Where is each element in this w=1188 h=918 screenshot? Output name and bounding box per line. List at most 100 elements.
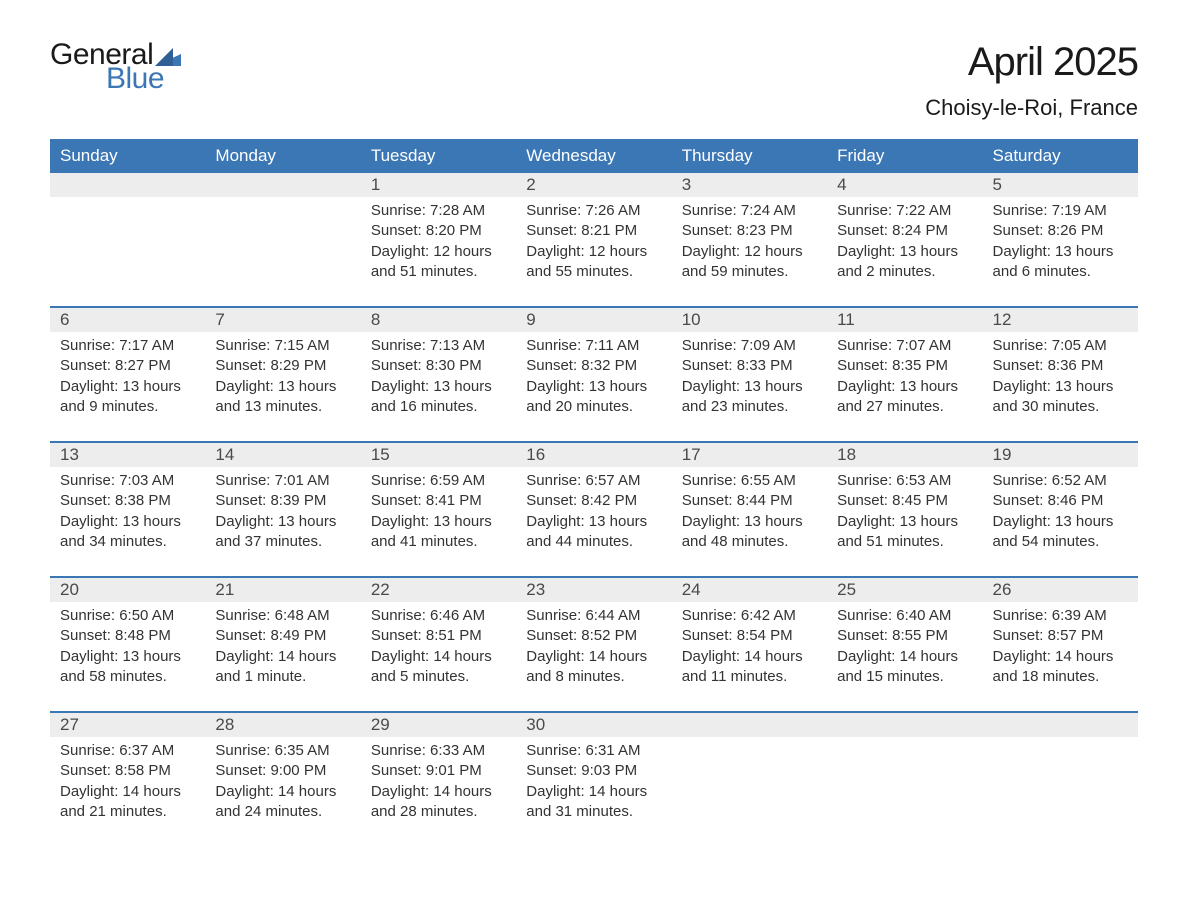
- day-number: 10: [672, 308, 827, 332]
- header: General Blue April 2025 Choisy-le-Roi, F…: [50, 40, 1138, 121]
- daylight-text: Daylight: 13 hours and 16 minutes.: [371, 377, 506, 418]
- day-number: 27: [50, 713, 205, 737]
- sunset-text: Sunset: 8:44 PM: [682, 491, 817, 511]
- sunset-text: Sunset: 8:29 PM: [215, 356, 350, 376]
- day-number: 28: [205, 713, 360, 737]
- daylight-text: Daylight: 14 hours and 5 minutes.: [371, 647, 506, 688]
- logo-text-blue: Blue: [106, 64, 181, 94]
- dow-friday: Friday: [827, 139, 982, 173]
- day-number: 14: [205, 443, 360, 467]
- sunset-text: Sunset: 8:46 PM: [993, 491, 1128, 511]
- daylight-text: Daylight: 14 hours and 28 minutes.: [371, 782, 506, 823]
- day-number: 8: [361, 308, 516, 332]
- day-cell: Sunrise: 7:15 AMSunset: 8:29 PMDaylight:…: [205, 332, 360, 427]
- daylight-text: Daylight: 13 hours and 58 minutes.: [60, 647, 195, 688]
- sunrise-text: Sunrise: 6:48 AM: [215, 606, 350, 626]
- sunset-text: Sunset: 8:52 PM: [526, 626, 661, 646]
- day-cell: Sunrise: 6:42 AMSunset: 8:54 PMDaylight:…: [672, 602, 827, 697]
- day-cell: Sunrise: 7:05 AMSunset: 8:36 PMDaylight:…: [983, 332, 1138, 427]
- sunset-text: Sunset: 8:24 PM: [837, 221, 972, 241]
- day-number: 3: [672, 173, 827, 197]
- day-number: 7: [205, 308, 360, 332]
- day-cell: Sunrise: 7:26 AMSunset: 8:21 PMDaylight:…: [516, 197, 671, 292]
- sunset-text: Sunset: 8:20 PM: [371, 221, 506, 241]
- sunrise-text: Sunrise: 6:53 AM: [837, 471, 972, 491]
- calendar-week: 27282930Sunrise: 6:37 AMSunset: 8:58 PMD…: [50, 711, 1138, 832]
- logo: General Blue: [50, 40, 181, 94]
- dow-wednesday: Wednesday: [516, 139, 671, 173]
- daylight-text: Daylight: 14 hours and 18 minutes.: [993, 647, 1128, 688]
- daylight-text: Daylight: 13 hours and 37 minutes.: [215, 512, 350, 553]
- dow-monday: Monday: [205, 139, 360, 173]
- day-number: 9: [516, 308, 671, 332]
- day-number: 4: [827, 173, 982, 197]
- calendar-week: 13141516171819Sunrise: 7:03 AMSunset: 8:…: [50, 441, 1138, 562]
- dow-tuesday: Tuesday: [361, 139, 516, 173]
- sunrise-text: Sunrise: 6:42 AM: [682, 606, 817, 626]
- day-number: 12: [983, 308, 1138, 332]
- daylight-text: Daylight: 13 hours and 30 minutes.: [993, 377, 1128, 418]
- day-number: 18: [827, 443, 982, 467]
- day-number: 26: [983, 578, 1138, 602]
- sunset-text: Sunset: 8:57 PM: [993, 626, 1128, 646]
- day-number: 29: [361, 713, 516, 737]
- sunrise-text: Sunrise: 7:05 AM: [993, 336, 1128, 356]
- day-cell: [983, 737, 1138, 832]
- day-number: 11: [827, 308, 982, 332]
- day-cell: Sunrise: 6:44 AMSunset: 8:52 PMDaylight:…: [516, 602, 671, 697]
- day-number: 21: [205, 578, 360, 602]
- sunset-text: Sunset: 8:30 PM: [371, 356, 506, 376]
- daylight-text: Daylight: 13 hours and 54 minutes.: [993, 512, 1128, 553]
- location-subtitle: Choisy-le-Roi, France: [925, 95, 1138, 121]
- day-cell: [827, 737, 982, 832]
- sunrise-text: Sunrise: 6:39 AM: [993, 606, 1128, 626]
- day-number: 2: [516, 173, 671, 197]
- calendar-week: 12345Sunrise: 7:28 AMSunset: 8:20 PMDayl…: [50, 173, 1138, 292]
- day-cell: Sunrise: 6:59 AMSunset: 8:41 PMDaylight:…: [361, 467, 516, 562]
- sunrise-text: Sunrise: 6:50 AM: [60, 606, 195, 626]
- title-block: April 2025 Choisy-le-Roi, France: [925, 40, 1138, 121]
- sunset-text: Sunset: 8:41 PM: [371, 491, 506, 511]
- sunrise-text: Sunrise: 6:57 AM: [526, 471, 661, 491]
- day-number: 24: [672, 578, 827, 602]
- sunrise-text: Sunrise: 6:52 AM: [993, 471, 1128, 491]
- sunset-text: Sunset: 8:55 PM: [837, 626, 972, 646]
- calendar: Sunday Monday Tuesday Wednesday Thursday…: [50, 139, 1138, 832]
- sunset-text: Sunset: 8:42 PM: [526, 491, 661, 511]
- daylight-text: Daylight: 13 hours and 48 minutes.: [682, 512, 817, 553]
- day-number-row: 13141516171819: [50, 443, 1138, 467]
- sunrise-text: Sunrise: 6:35 AM: [215, 741, 350, 761]
- sunrise-text: Sunrise: 7:26 AM: [526, 201, 661, 221]
- day-cell: Sunrise: 6:55 AMSunset: 8:44 PMDaylight:…: [672, 467, 827, 562]
- sunrise-text: Sunrise: 6:37 AM: [60, 741, 195, 761]
- sunset-text: Sunset: 8:36 PM: [993, 356, 1128, 376]
- day-cell: Sunrise: 6:40 AMSunset: 8:55 PMDaylight:…: [827, 602, 982, 697]
- daylight-text: Daylight: 12 hours and 51 minutes.: [371, 242, 506, 283]
- day-number: [205, 173, 360, 197]
- day-number: 15: [361, 443, 516, 467]
- sunset-text: Sunset: 8:27 PM: [60, 356, 195, 376]
- sunrise-text: Sunrise: 7:15 AM: [215, 336, 350, 356]
- day-cell: [205, 197, 360, 292]
- sunset-text: Sunset: 8:58 PM: [60, 761, 195, 781]
- sunrise-text: Sunrise: 7:09 AM: [682, 336, 817, 356]
- sunrise-text: Sunrise: 7:28 AM: [371, 201, 506, 221]
- day-number-row: 20212223242526: [50, 578, 1138, 602]
- daylight-text: Daylight: 14 hours and 8 minutes.: [526, 647, 661, 688]
- daylight-text: Daylight: 14 hours and 11 minutes.: [682, 647, 817, 688]
- sunset-text: Sunset: 8:49 PM: [215, 626, 350, 646]
- day-cell: Sunrise: 6:39 AMSunset: 8:57 PMDaylight:…: [983, 602, 1138, 697]
- day-cell: Sunrise: 7:11 AMSunset: 8:32 PMDaylight:…: [516, 332, 671, 427]
- day-number: 25: [827, 578, 982, 602]
- day-cell: Sunrise: 6:52 AMSunset: 8:46 PMDaylight:…: [983, 467, 1138, 562]
- sunset-text: Sunset: 8:39 PM: [215, 491, 350, 511]
- sunset-text: Sunset: 9:00 PM: [215, 761, 350, 781]
- sunrise-text: Sunrise: 7:24 AM: [682, 201, 817, 221]
- sunrise-text: Sunrise: 7:19 AM: [993, 201, 1128, 221]
- sunset-text: Sunset: 9:01 PM: [371, 761, 506, 781]
- day-cell: Sunrise: 7:13 AMSunset: 8:30 PMDaylight:…: [361, 332, 516, 427]
- day-number: [50, 173, 205, 197]
- daylight-text: Daylight: 12 hours and 59 minutes.: [682, 242, 817, 283]
- day-cell: Sunrise: 6:33 AMSunset: 9:01 PMDaylight:…: [361, 737, 516, 832]
- day-number: 6: [50, 308, 205, 332]
